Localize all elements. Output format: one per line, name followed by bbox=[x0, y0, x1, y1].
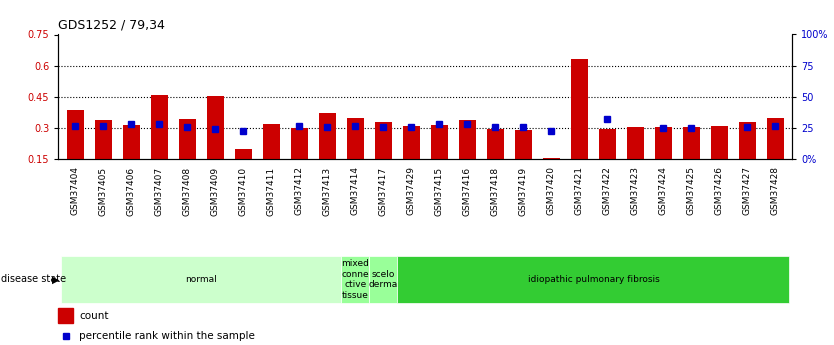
Text: GSM37411: GSM37411 bbox=[267, 166, 276, 216]
Text: disease state: disease state bbox=[1, 275, 66, 284]
Bar bbox=[767, 118, 784, 159]
Text: GSM37420: GSM37420 bbox=[547, 166, 556, 215]
Text: GSM37408: GSM37408 bbox=[183, 166, 192, 216]
Text: GSM37413: GSM37413 bbox=[323, 166, 332, 216]
Text: GSM37428: GSM37428 bbox=[771, 166, 780, 215]
Text: GSM37426: GSM37426 bbox=[715, 166, 724, 215]
Text: count: count bbox=[79, 310, 108, 321]
Text: GDS1252 / 79,34: GDS1252 / 79,34 bbox=[58, 18, 165, 31]
Text: GSM37425: GSM37425 bbox=[687, 166, 696, 215]
Bar bbox=[207, 96, 224, 159]
Text: GSM37418: GSM37418 bbox=[491, 166, 500, 216]
Text: GSM37406: GSM37406 bbox=[127, 166, 136, 216]
FancyBboxPatch shape bbox=[61, 256, 341, 303]
Text: GSM37429: GSM37429 bbox=[407, 166, 416, 215]
Text: GSM37409: GSM37409 bbox=[211, 166, 219, 216]
Bar bbox=[375, 122, 392, 159]
FancyBboxPatch shape bbox=[397, 256, 790, 303]
Bar bbox=[95, 120, 112, 159]
Text: GSM37404: GSM37404 bbox=[71, 166, 80, 215]
Bar bbox=[263, 124, 279, 159]
Text: GSM37423: GSM37423 bbox=[631, 166, 640, 215]
Text: GSM37414: GSM37414 bbox=[351, 166, 359, 215]
Text: GSM37427: GSM37427 bbox=[743, 166, 752, 215]
Bar bbox=[599, 129, 615, 159]
Bar bbox=[571, 59, 588, 159]
Text: GSM37416: GSM37416 bbox=[463, 166, 472, 216]
Bar bbox=[67, 110, 83, 159]
Text: GSM37407: GSM37407 bbox=[155, 166, 163, 216]
Bar bbox=[655, 127, 672, 159]
Text: idiopathic pulmonary fibrosis: idiopathic pulmonary fibrosis bbox=[528, 275, 660, 284]
FancyBboxPatch shape bbox=[369, 256, 397, 303]
Bar bbox=[235, 149, 252, 159]
Text: GSM37415: GSM37415 bbox=[435, 166, 444, 216]
Bar bbox=[431, 125, 448, 159]
Text: GSM37421: GSM37421 bbox=[575, 166, 584, 215]
Text: mixed
conne
ctive
tissue: mixed conne ctive tissue bbox=[341, 259, 369, 299]
Bar bbox=[123, 125, 139, 159]
Text: percentile rank within the sample: percentile rank within the sample bbox=[79, 331, 255, 341]
Bar bbox=[151, 95, 168, 159]
Text: ▶: ▶ bbox=[52, 275, 59, 284]
Bar bbox=[459, 120, 475, 159]
Bar bbox=[178, 119, 196, 159]
Bar bbox=[487, 129, 504, 159]
Text: GSM37410: GSM37410 bbox=[239, 166, 248, 216]
Bar bbox=[291, 128, 308, 159]
Bar bbox=[739, 122, 756, 159]
Text: GSM37419: GSM37419 bbox=[519, 166, 528, 216]
Bar bbox=[543, 158, 560, 159]
Text: GSM37422: GSM37422 bbox=[603, 166, 612, 215]
Text: scelo
derma: scelo derma bbox=[369, 270, 398, 289]
Text: normal: normal bbox=[185, 275, 217, 284]
Bar bbox=[347, 118, 364, 159]
Bar bbox=[58, 308, 73, 324]
Bar bbox=[683, 127, 700, 159]
Bar bbox=[711, 126, 728, 159]
Bar bbox=[403, 126, 420, 159]
Text: GSM37405: GSM37405 bbox=[98, 166, 108, 216]
Text: GSM37412: GSM37412 bbox=[294, 166, 304, 215]
Bar bbox=[627, 127, 644, 159]
Bar bbox=[319, 113, 336, 159]
FancyBboxPatch shape bbox=[341, 256, 369, 303]
Text: GSM37424: GSM37424 bbox=[659, 166, 668, 215]
Bar bbox=[515, 130, 532, 159]
Text: GSM37417: GSM37417 bbox=[379, 166, 388, 216]
